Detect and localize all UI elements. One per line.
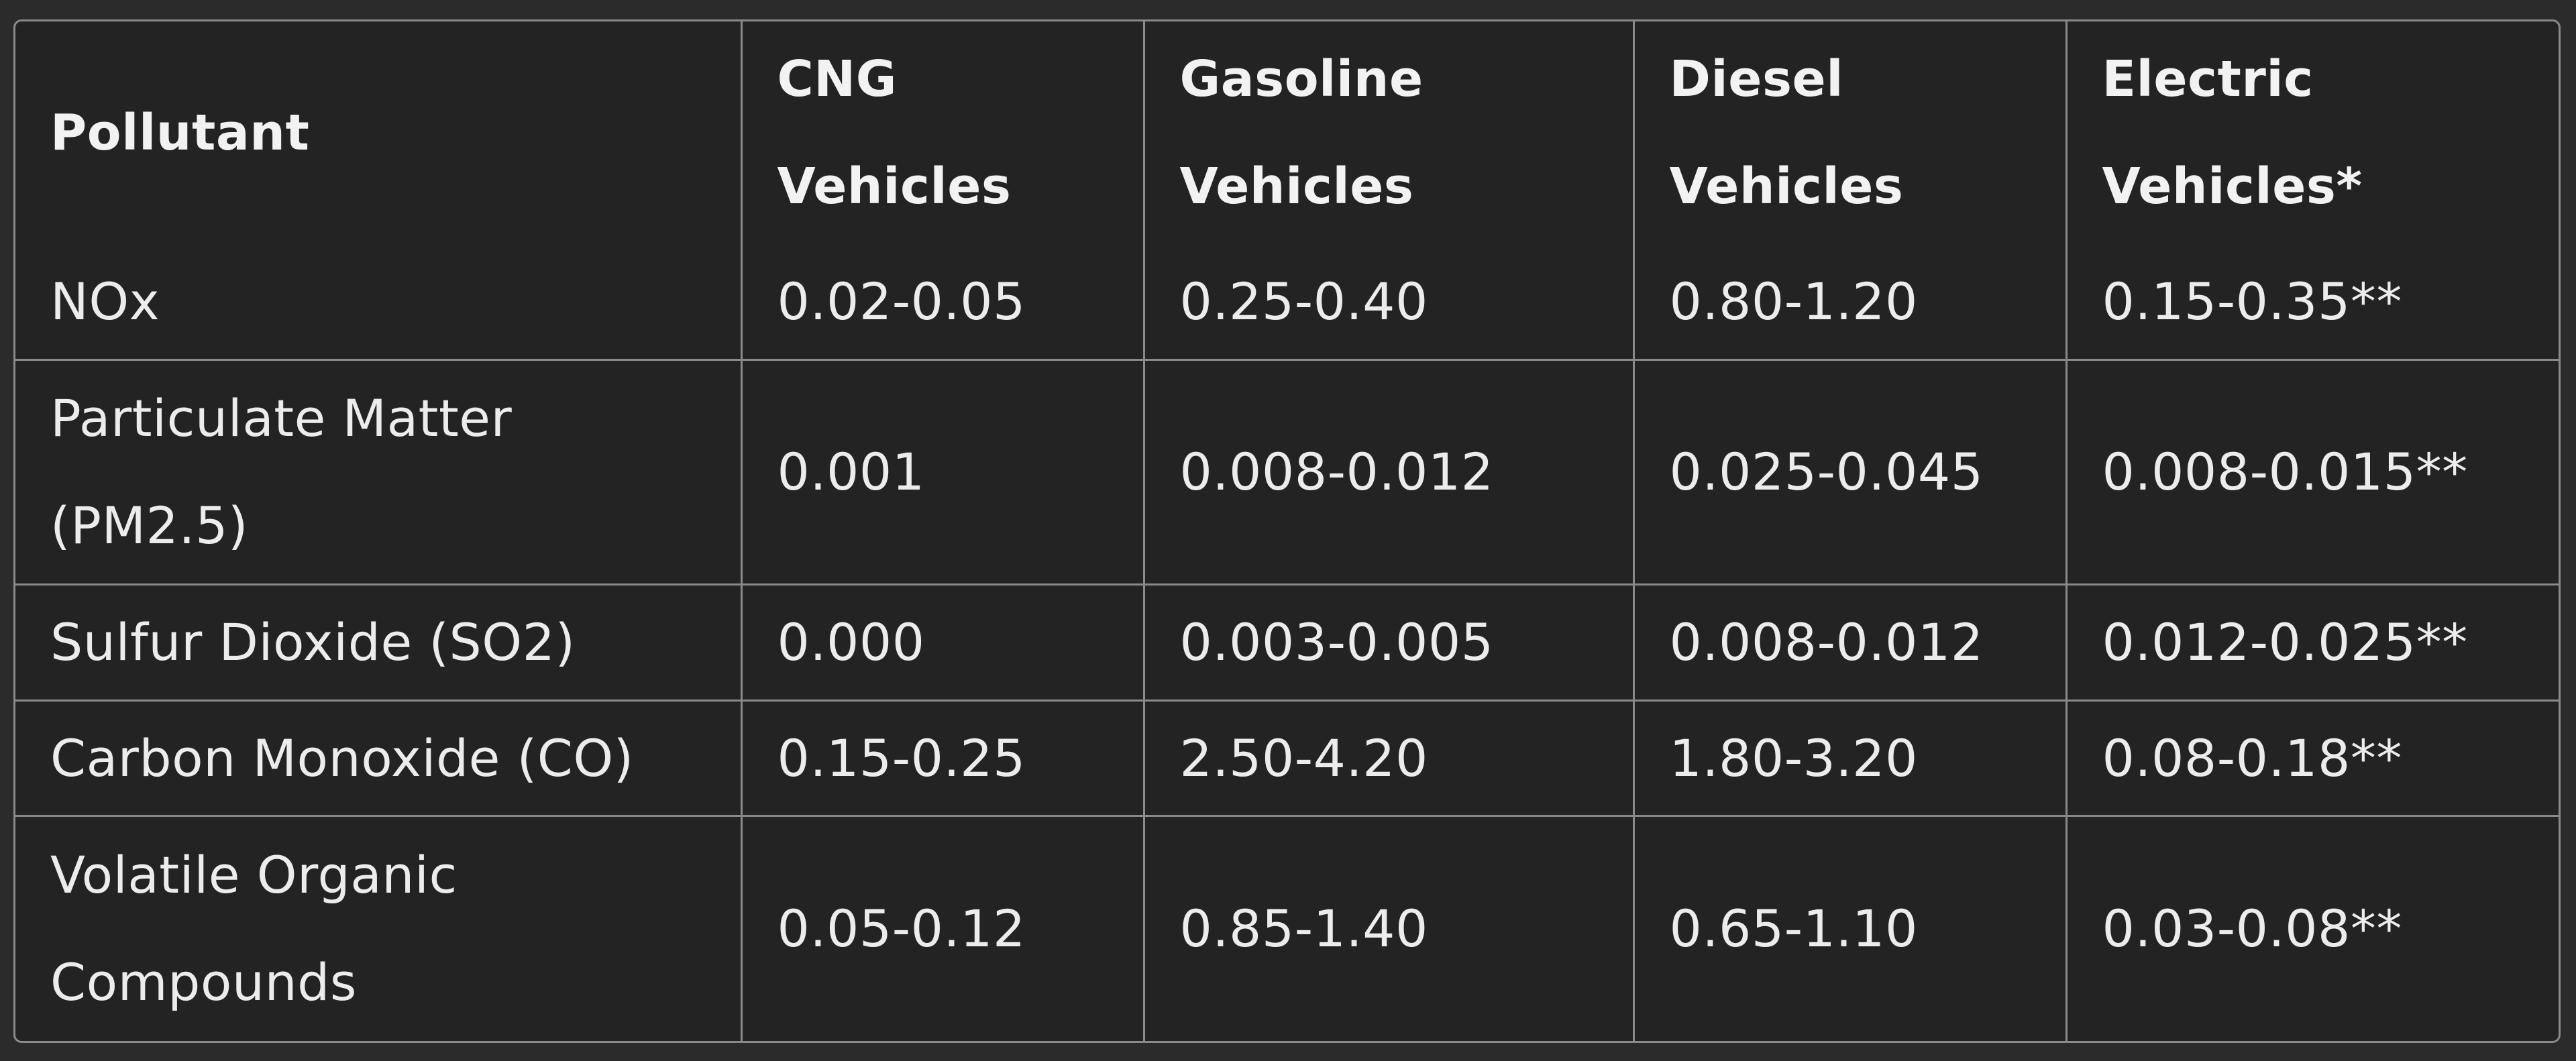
row-label-cell: NOx [15,244,743,361]
table-cell: 0.15-0.25 [740,699,1145,818]
table-row: Carbon Monoxide (CO) 0.15-0.25 2.50-4.20… [15,699,2559,818]
table-row: Particulate Matter (PM2.5) 0.001 0.008-0… [15,359,2559,586]
column-header-gasoline: Gasoline Vehicles [1142,21,1635,244]
table-cell: 0.003-0.005 [1142,583,1635,702]
row-label-cell: Carbon Monoxide (CO) [15,699,743,818]
table-cell: 0.80-1.20 [1632,244,2068,361]
table-cell: 0.05-0.12 [740,815,1145,1041]
table-cell: 0.008-0.012 [1142,359,1635,586]
table-cell: 0.85-1.40 [1142,815,1635,1041]
table-cell: 2.50-4.20 [1142,699,1635,818]
row-label-cell: Volatile Organic Compounds [15,815,743,1041]
column-header-pollutant: Pollutant [15,21,743,244]
table-cell: 0.02-0.05 [740,244,1145,361]
table-cell: 1.80-3.20 [1632,699,2068,818]
table-cell: 0.025-0.045 [1632,359,2068,586]
table-cell: 0.001 [740,359,1145,586]
table-cell: 0.008-0.012 [1632,583,2068,702]
table-header-row: Pollutant CNG Vehicles Gasoline Vehicles… [15,21,2559,244]
table-cell: 0.25-0.40 [1142,244,1635,361]
table-row: Volatile Organic Compounds 0.05-0.12 0.8… [15,815,2559,1041]
column-header-cng: CNG Vehicles [740,21,1145,244]
row-label-cell: Particulate Matter (PM2.5) [15,359,743,586]
emissions-table: Pollutant CNG Vehicles Gasoline Vehicles… [15,21,2559,1041]
column-header-diesel: Diesel Vehicles [1632,21,2068,244]
table-cell: 0.08-0.18** [2065,699,2559,818]
table-row: NOx 0.02-0.05 0.25-0.40 0.80-1.20 0.15-0… [15,244,2559,361]
table-cell: 0.008-0.015** [2065,359,2559,586]
row-label-cell: Sulfur Dioxide (SO2) [15,583,743,702]
table-cell: 0.65-1.10 [1632,815,2068,1041]
table-row: Sulfur Dioxide (SO2) 0.000 0.003-0.005 0… [15,583,2559,702]
table-cell: 0.012-0.025** [2065,583,2559,702]
table-cell: 0.15-0.35** [2065,244,2559,361]
emissions-table-frame: Pollutant CNG Vehicles Gasoline Vehicles… [13,19,2561,1043]
table-cell: 0.03-0.08** [2065,815,2559,1041]
table-cell: 0.000 [740,583,1145,702]
column-header-electric: Electric Vehicles* [2065,21,2559,244]
